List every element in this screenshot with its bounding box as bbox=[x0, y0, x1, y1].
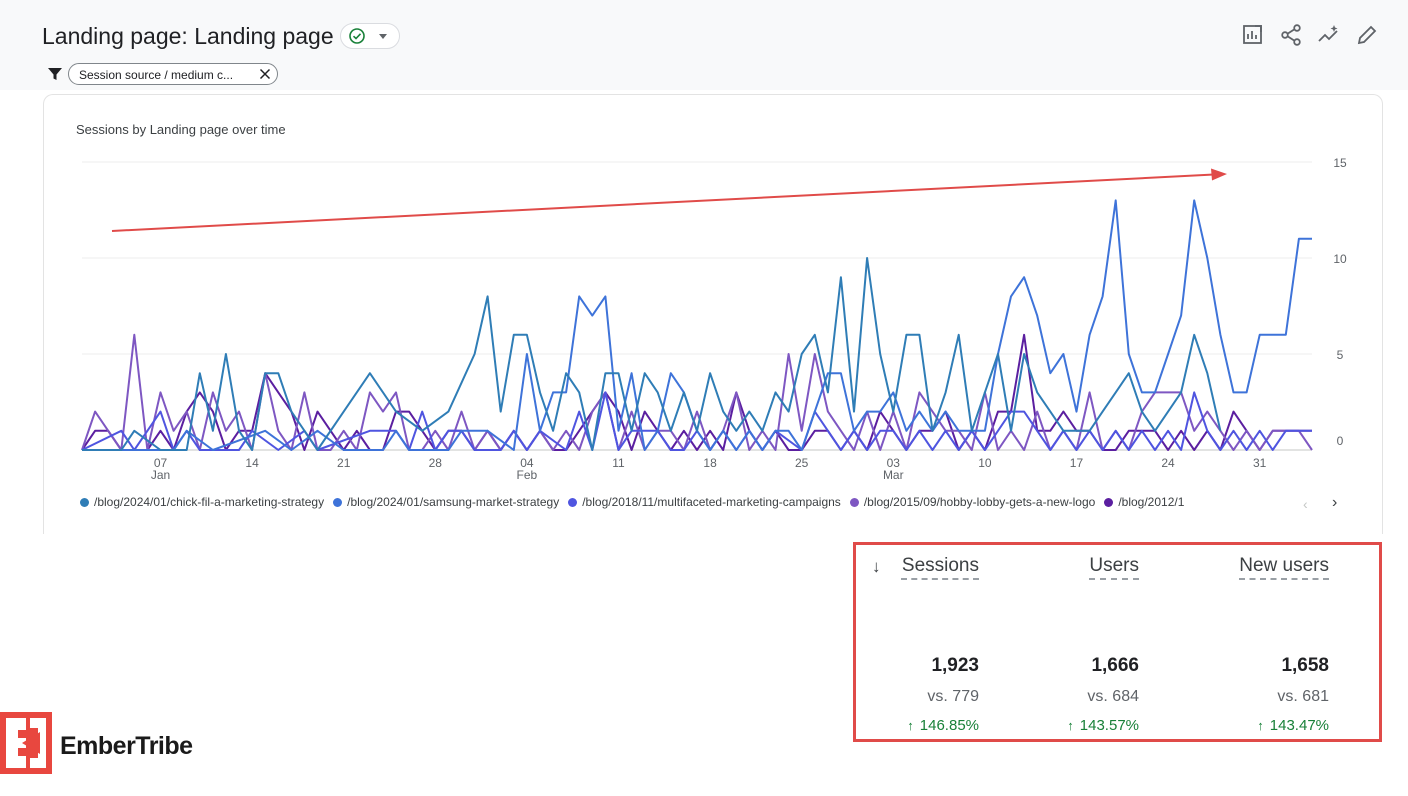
series-line bbox=[82, 392, 1312, 450]
legend-item[interactable]: /blog/2018/11/multifaceted-marketing-cam… bbox=[568, 495, 841, 509]
x-tick-sublabel: Feb bbox=[517, 468, 538, 482]
annotation-arrow-head bbox=[1211, 169, 1227, 181]
metric-column-sessions: Sessions 1,923 vs. 779 ↑ 146.85% bbox=[849, 545, 979, 741]
embertribe-logo-icon bbox=[0, 712, 52, 774]
metric-value: 1,666 bbox=[1091, 655, 1139, 677]
legend-dot-icon bbox=[80, 498, 89, 507]
x-tick-label: 11 bbox=[612, 456, 625, 470]
legend-item[interactable]: /blog/2015/09/hobby-lobby-gets-a-new-log… bbox=[850, 495, 1096, 509]
legend-label: /blog/2018/11/multifaceted-marketing-cam… bbox=[582, 495, 841, 509]
legend-label: /blog/2015/09/hobby-lobby-gets-a-new-log… bbox=[864, 495, 1096, 509]
legend-item[interactable]: /blog/2024/01/chick-fil-a-marketing-stra… bbox=[80, 495, 324, 509]
arrow-up-icon: ↑ bbox=[1067, 718, 1074, 733]
metric-column-new-users: New users 1,658 vs. 681 ↑ 143.47% bbox=[1199, 545, 1329, 741]
metric-comparison: vs. 779 bbox=[927, 688, 979, 706]
metric-change-value: 143.47% bbox=[1270, 717, 1329, 734]
metric-change: ↑ 143.57% bbox=[1067, 717, 1139, 734]
legend-dot-icon bbox=[568, 498, 577, 507]
legend-prev-icon[interactable]: ‹ bbox=[1303, 496, 1308, 512]
y-tick-label: 5 bbox=[1337, 348, 1344, 362]
legend-item[interactable]: /blog/2024/01/samsung-market-strategy bbox=[333, 495, 559, 509]
brand-logo: EmberTribe bbox=[0, 712, 220, 774]
metric-value: 1,658 bbox=[1281, 655, 1329, 677]
legend-dot-icon bbox=[850, 498, 859, 507]
legend-item[interactable]: /blog/2012/1 bbox=[1104, 495, 1184, 509]
arrow-up-icon: ↑ bbox=[1257, 718, 1264, 733]
metric-value: 1,923 bbox=[931, 655, 979, 677]
metric-change: ↑ 146.85% bbox=[907, 717, 979, 734]
x-tick-label: 24 bbox=[1161, 456, 1175, 470]
legend-fade bbox=[1230, 492, 1300, 514]
legend-label: /blog/2024/01/samsung-market-strategy bbox=[347, 495, 559, 509]
sort-descending-icon[interactable]: ↓ bbox=[872, 557, 881, 577]
x-tick-sublabel: Mar bbox=[883, 468, 904, 482]
metric-comparison: vs. 684 bbox=[1087, 688, 1139, 706]
x-tick-label: 31 bbox=[1253, 456, 1267, 470]
metric-header[interactable]: New users bbox=[1239, 555, 1329, 577]
metric-column-users: Users 1,666 vs. 684 ↑ 143.57% bbox=[1009, 545, 1139, 741]
x-tick-label: 25 bbox=[795, 456, 809, 470]
metric-change-value: 143.57% bbox=[1080, 717, 1139, 734]
legend-next-icon[interactable]: › bbox=[1332, 494, 1337, 512]
x-tick-label: 21 bbox=[337, 456, 351, 470]
y-tick-label: 0 bbox=[1337, 434, 1344, 448]
y-tick-label: 10 bbox=[1333, 252, 1347, 266]
arrow-up-icon: ↑ bbox=[907, 718, 914, 733]
legend-dot-icon bbox=[1104, 498, 1113, 507]
brand-name: EmberTribe bbox=[60, 732, 193, 761]
annotation-arrow-line bbox=[112, 175, 1214, 232]
metric-change-value: 146.85% bbox=[920, 717, 979, 734]
y-tick-label: 15 bbox=[1333, 156, 1347, 170]
legend-dot-icon bbox=[333, 498, 342, 507]
x-tick-label: 14 bbox=[245, 456, 259, 470]
metric-change: ↑ 143.47% bbox=[1257, 717, 1329, 734]
metric-header[interactable]: Users bbox=[1089, 555, 1139, 577]
metric-header[interactable]: Sessions bbox=[902, 555, 979, 577]
x-tick-label: 10 bbox=[978, 456, 992, 470]
legend-label: /blog/2012/1 bbox=[1118, 495, 1184, 509]
legend-label: /blog/2024/01/chick-fil-a-marketing-stra… bbox=[94, 495, 324, 509]
x-tick-label: 18 bbox=[703, 456, 717, 470]
x-tick-label: 17 bbox=[1070, 456, 1084, 470]
chart-legend: /blog/2024/01/chick-fil-a-marketing-stra… bbox=[80, 495, 1290, 513]
x-tick-label: 28 bbox=[429, 456, 443, 470]
x-tick-sublabel: Jan bbox=[151, 468, 170, 482]
metric-comparison: vs. 681 bbox=[1277, 688, 1329, 706]
metrics-summary: Sessions 1,923 vs. 779 ↑ 146.85% Users 1,666 vs… bbox=[853, 542, 1382, 742]
